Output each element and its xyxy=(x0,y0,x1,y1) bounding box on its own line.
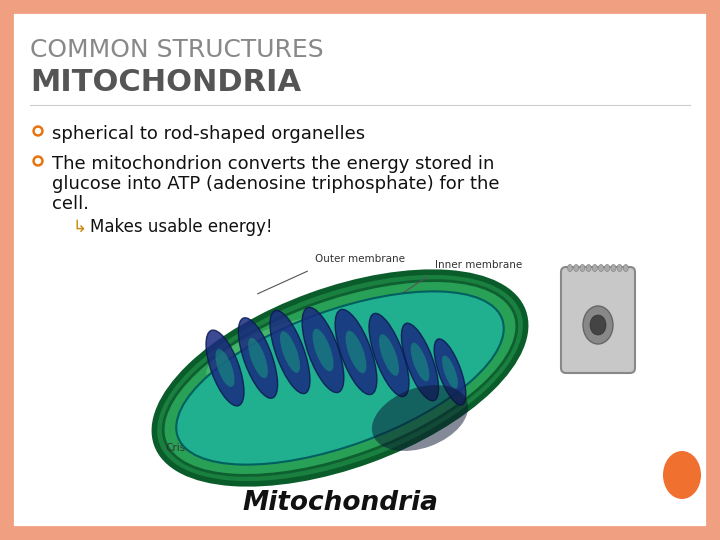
Text: The mitochondrion converts the energy stored in: The mitochondrion converts the energy st… xyxy=(52,155,495,173)
Ellipse shape xyxy=(248,338,268,378)
Circle shape xyxy=(33,126,43,136)
Ellipse shape xyxy=(176,292,504,464)
Ellipse shape xyxy=(586,265,591,272)
Ellipse shape xyxy=(206,330,244,406)
Ellipse shape xyxy=(605,265,610,272)
Ellipse shape xyxy=(312,329,333,372)
Ellipse shape xyxy=(302,307,344,393)
Ellipse shape xyxy=(410,342,429,381)
Ellipse shape xyxy=(207,314,354,382)
Ellipse shape xyxy=(379,334,399,376)
Ellipse shape xyxy=(583,306,613,344)
Ellipse shape xyxy=(154,272,526,484)
Ellipse shape xyxy=(624,265,629,272)
Circle shape xyxy=(35,129,40,133)
Ellipse shape xyxy=(163,281,517,475)
Ellipse shape xyxy=(434,339,466,405)
Ellipse shape xyxy=(280,331,300,373)
Circle shape xyxy=(33,156,43,166)
Text: COMMON STRUCTURES: COMMON STRUCTURES xyxy=(30,38,323,62)
Text: glucose into ATP (adenosine triphosphate) for the: glucose into ATP (adenosine triphosphate… xyxy=(52,175,500,193)
Ellipse shape xyxy=(238,318,278,398)
Ellipse shape xyxy=(574,265,579,272)
Ellipse shape xyxy=(369,313,409,396)
FancyBboxPatch shape xyxy=(561,267,635,373)
Ellipse shape xyxy=(335,309,377,395)
Text: cell.: cell. xyxy=(52,195,89,213)
Ellipse shape xyxy=(593,265,598,272)
Text: Makes usable energy!: Makes usable energy! xyxy=(90,218,272,236)
Ellipse shape xyxy=(346,330,366,373)
Text: Cristae: Cristae xyxy=(165,443,202,453)
Ellipse shape xyxy=(402,323,438,401)
Text: MITOCHONDRIA: MITOCHONDRIA xyxy=(30,68,301,97)
Text: Inner membrane: Inner membrane xyxy=(435,260,522,270)
Text: Mitochondria: Mitochondria xyxy=(242,490,438,516)
Text: spherical to rod-shaped organelles: spherical to rod-shaped organelles xyxy=(52,125,365,143)
Ellipse shape xyxy=(663,451,701,499)
Ellipse shape xyxy=(442,355,458,389)
Circle shape xyxy=(35,159,40,164)
Ellipse shape xyxy=(270,310,310,394)
Ellipse shape xyxy=(372,385,468,451)
Text: ↳: ↳ xyxy=(72,218,86,236)
Text: Outer membrane: Outer membrane xyxy=(315,254,405,264)
Ellipse shape xyxy=(598,265,603,272)
Ellipse shape xyxy=(215,349,235,387)
Ellipse shape xyxy=(580,265,585,272)
Ellipse shape xyxy=(590,315,606,335)
Ellipse shape xyxy=(567,265,572,272)
Ellipse shape xyxy=(617,265,622,272)
Ellipse shape xyxy=(611,265,616,272)
